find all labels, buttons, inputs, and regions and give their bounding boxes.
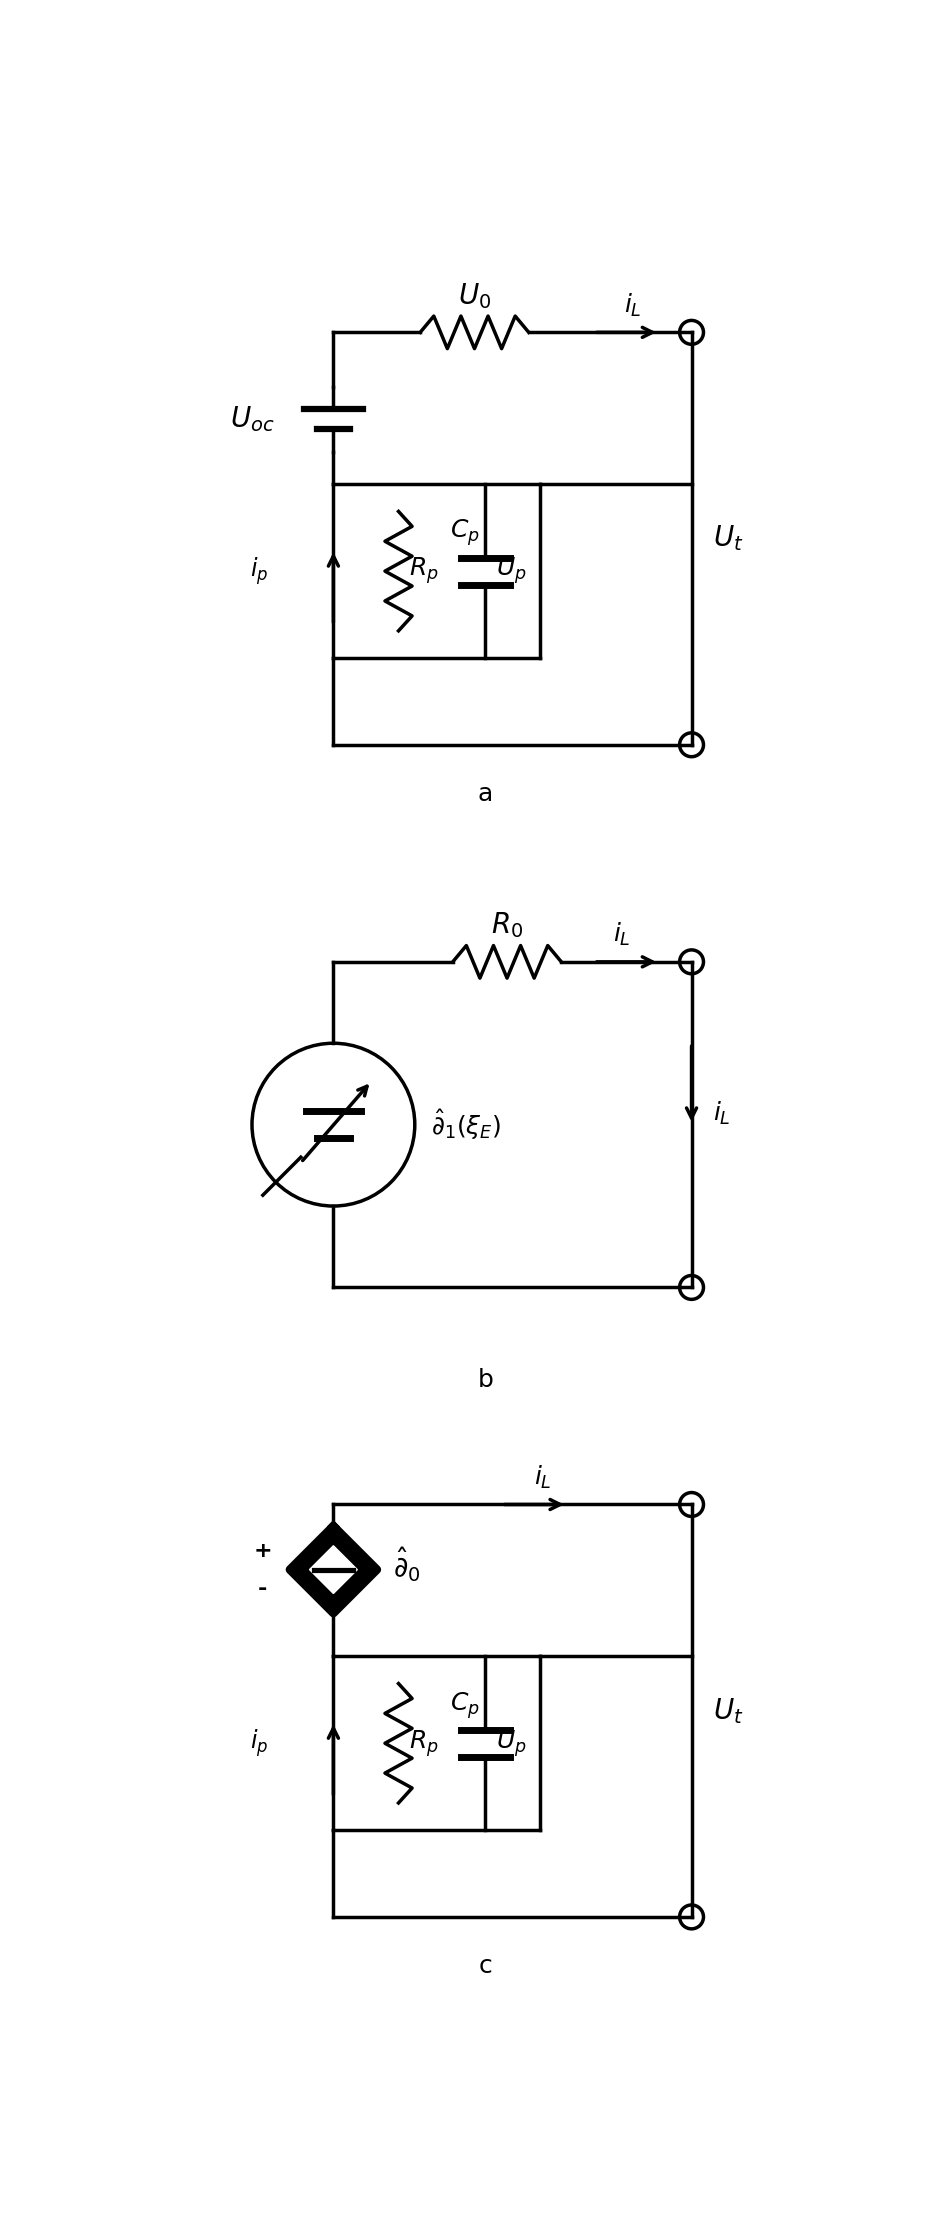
Text: $i_L$: $i_L$	[624, 292, 641, 318]
Text: $C_p$: $C_p$	[450, 1690, 480, 1721]
Text: $R_p$: $R_p$	[409, 557, 439, 586]
Text: $R_0$: $R_0$	[491, 911, 523, 940]
Text: $U_{oc}$: $U_{oc}$	[230, 405, 275, 434]
Text: $i_L$: $i_L$	[613, 922, 631, 949]
Text: $U_p$: $U_p$	[496, 557, 527, 586]
Text: $U_0$: $U_0$	[457, 281, 491, 310]
Text: b: b	[477, 1367, 493, 1392]
Text: +: +	[254, 1541, 272, 1561]
Text: $U_t$: $U_t$	[713, 523, 743, 555]
Text: c: c	[478, 1953, 492, 1978]
Text: $i_p$: $i_p$	[250, 1728, 268, 1759]
Text: $U_p$: $U_p$	[496, 1728, 527, 1759]
Text: $i_p$: $i_p$	[250, 555, 268, 588]
Text: $R_p$: $R_p$	[409, 1728, 439, 1759]
Text: a: a	[477, 782, 493, 806]
Text: $\hat{\partial}_0$: $\hat{\partial}_0$	[393, 1546, 420, 1583]
Polygon shape	[290, 1525, 377, 1612]
Text: $U_t$: $U_t$	[713, 1695, 743, 1726]
Text: $\hat{\partial}_1(\xi_E)$: $\hat{\partial}_1(\xi_E)$	[431, 1107, 501, 1142]
Polygon shape	[310, 1546, 357, 1595]
Text: -: -	[259, 1579, 268, 1599]
Text: $i_L$: $i_L$	[713, 1100, 731, 1127]
Text: $C_p$: $C_p$	[450, 519, 480, 548]
Text: $i_L$: $i_L$	[534, 1463, 552, 1490]
